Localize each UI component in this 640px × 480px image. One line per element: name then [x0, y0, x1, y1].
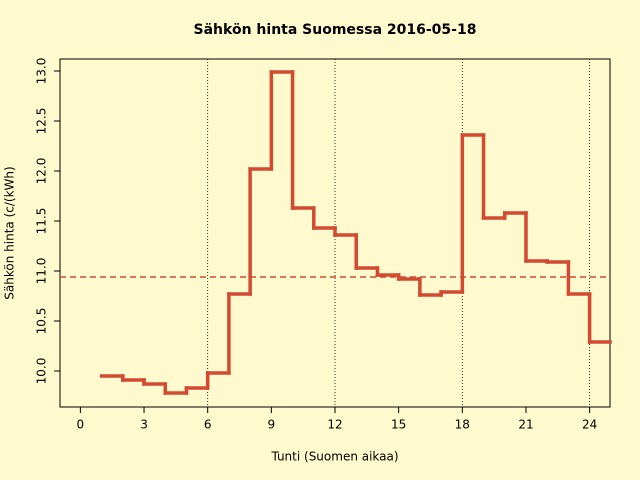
x-tick-label: 18 [455, 418, 470, 432]
x-tick-label: 21 [518, 418, 533, 432]
x-tick-label: 9 [268, 418, 276, 432]
chart-title: Sähkön hinta Suomessa 2016-05-18 [194, 22, 477, 38]
x-tick-label: 3 [140, 418, 148, 432]
x-tick-label: 0 [77, 418, 85, 432]
y-tick-label: 12.5 [35, 108, 49, 135]
y-tick-label: 12.0 [35, 158, 49, 185]
y-tick-label: 10.5 [35, 308, 49, 335]
x-axis-label: Tunti (Suomen aikaa) [270, 450, 398, 464]
x-tick-label: 24 [582, 418, 597, 432]
x-tick-label: 15 [391, 418, 406, 432]
y-tick-label: 11.5 [35, 208, 49, 235]
y-tick-label: 10.0 [35, 358, 49, 385]
y-axis-label: Sähkön hinta (c/(kWh) [3, 166, 17, 299]
y-tick-label: 11.0 [35, 258, 49, 285]
x-tick-label: 12 [327, 418, 342, 432]
y-tick-label: 13.0 [35, 58, 49, 85]
x-tick-label: 6 [204, 418, 212, 432]
